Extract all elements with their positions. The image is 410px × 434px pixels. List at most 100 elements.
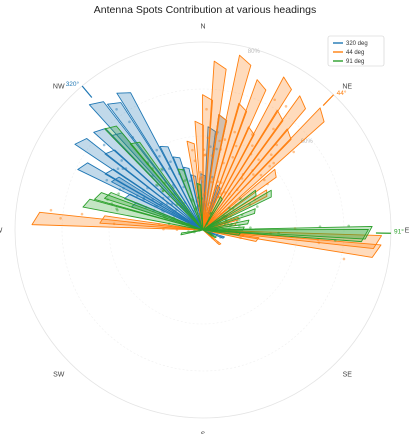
legend-label: 44 deg [346, 50, 364, 56]
data-point [167, 222, 171, 226]
data-point [231, 207, 235, 210]
data-point [207, 228, 211, 232]
data-point [175, 203, 179, 207]
series-spike [99, 215, 204, 231]
data-point [200, 213, 203, 217]
data-point [200, 197, 204, 200]
data-point [155, 183, 158, 187]
heading-label: 44° [337, 89, 347, 97]
data-point [206, 136, 210, 140]
data-point [208, 207, 211, 210]
data-point [197, 196, 200, 199]
data-point [146, 186, 149, 190]
data-point [105, 178, 109, 182]
data-point [199, 176, 203, 179]
data-point [203, 153, 207, 157]
data-point [193, 229, 196, 233]
data-point [223, 229, 226, 233]
data-point [208, 216, 211, 220]
data-point [205, 222, 209, 225]
data-point [210, 154, 214, 157]
data-point [250, 133, 254, 136]
data-point [284, 105, 288, 108]
heading-annotations: 320° 44° 91° [66, 80, 404, 235]
series-spike [202, 76, 292, 231]
direction-label-ne: NE [342, 83, 352, 90]
data-point [161, 189, 165, 193]
series-spike [107, 102, 204, 231]
data-point [266, 182, 269, 186]
data-point [102, 143, 106, 147]
data-point [224, 219, 228, 223]
series-spike [180, 229, 204, 236]
series-spike [186, 140, 204, 231]
data-point [197, 204, 201, 208]
direction-label-s: S [201, 431, 206, 434]
data-point [241, 173, 245, 176]
series-spike [202, 208, 256, 231]
data-point [223, 191, 226, 194]
data-point [161, 189, 165, 193]
direction-label-n: N [200, 24, 205, 31]
data-point [193, 159, 197, 163]
data-point [122, 187, 125, 190]
series-1 [31, 54, 382, 261]
data-point [251, 144, 254, 147]
data-point [215, 147, 218, 151]
series-spike [159, 145, 204, 231]
data-point [237, 224, 241, 227]
data-point [116, 167, 120, 170]
data-point [239, 236, 242, 240]
data-point [166, 202, 169, 205]
data-point [235, 188, 239, 192]
data-point [318, 225, 322, 229]
series-spike [31, 211, 204, 231]
series-spike [93, 127, 204, 231]
data-point [210, 234, 213, 237]
data-point [229, 224, 232, 227]
data-point [80, 212, 84, 216]
series-spike [202, 229, 222, 245]
data-point [240, 213, 244, 217]
data-point [256, 205, 259, 208]
series-spike [94, 192, 204, 231]
data-point [142, 188, 145, 192]
series-spike [104, 125, 204, 231]
data-point [204, 153, 207, 156]
data-point [292, 150, 295, 154]
data-point [168, 167, 171, 170]
series-spike [104, 192, 204, 231]
series-spike [111, 176, 204, 231]
data-point [191, 148, 194, 152]
data-point [163, 216, 167, 219]
data-point [209, 212, 213, 215]
series-spike [129, 141, 204, 231]
data-point [275, 143, 279, 147]
data-point [161, 168, 164, 172]
data-point [219, 181, 223, 184]
data-point [342, 257, 346, 261]
data-point [169, 160, 172, 164]
series-spike [202, 109, 284, 231]
series-spike [202, 228, 369, 243]
data-point [268, 164, 271, 168]
data-point [235, 220, 239, 224]
series-spike [74, 138, 204, 231]
data-point [218, 139, 221, 143]
direction-label-e: E [405, 228, 410, 235]
series-spike [196, 182, 204, 231]
heading-label: 91° [394, 227, 404, 235]
data-point [215, 186, 218, 189]
series-spike [202, 107, 325, 231]
data-point [333, 239, 337, 242]
data-point [216, 195, 220, 199]
data-point [228, 227, 231, 231]
ring-label: 80% [248, 49, 261, 55]
series-spike [202, 229, 382, 249]
data-point [212, 147, 215, 150]
data-point [187, 222, 191, 225]
data-point [112, 222, 116, 226]
data-point [347, 224, 351, 228]
data-point [209, 145, 212, 149]
